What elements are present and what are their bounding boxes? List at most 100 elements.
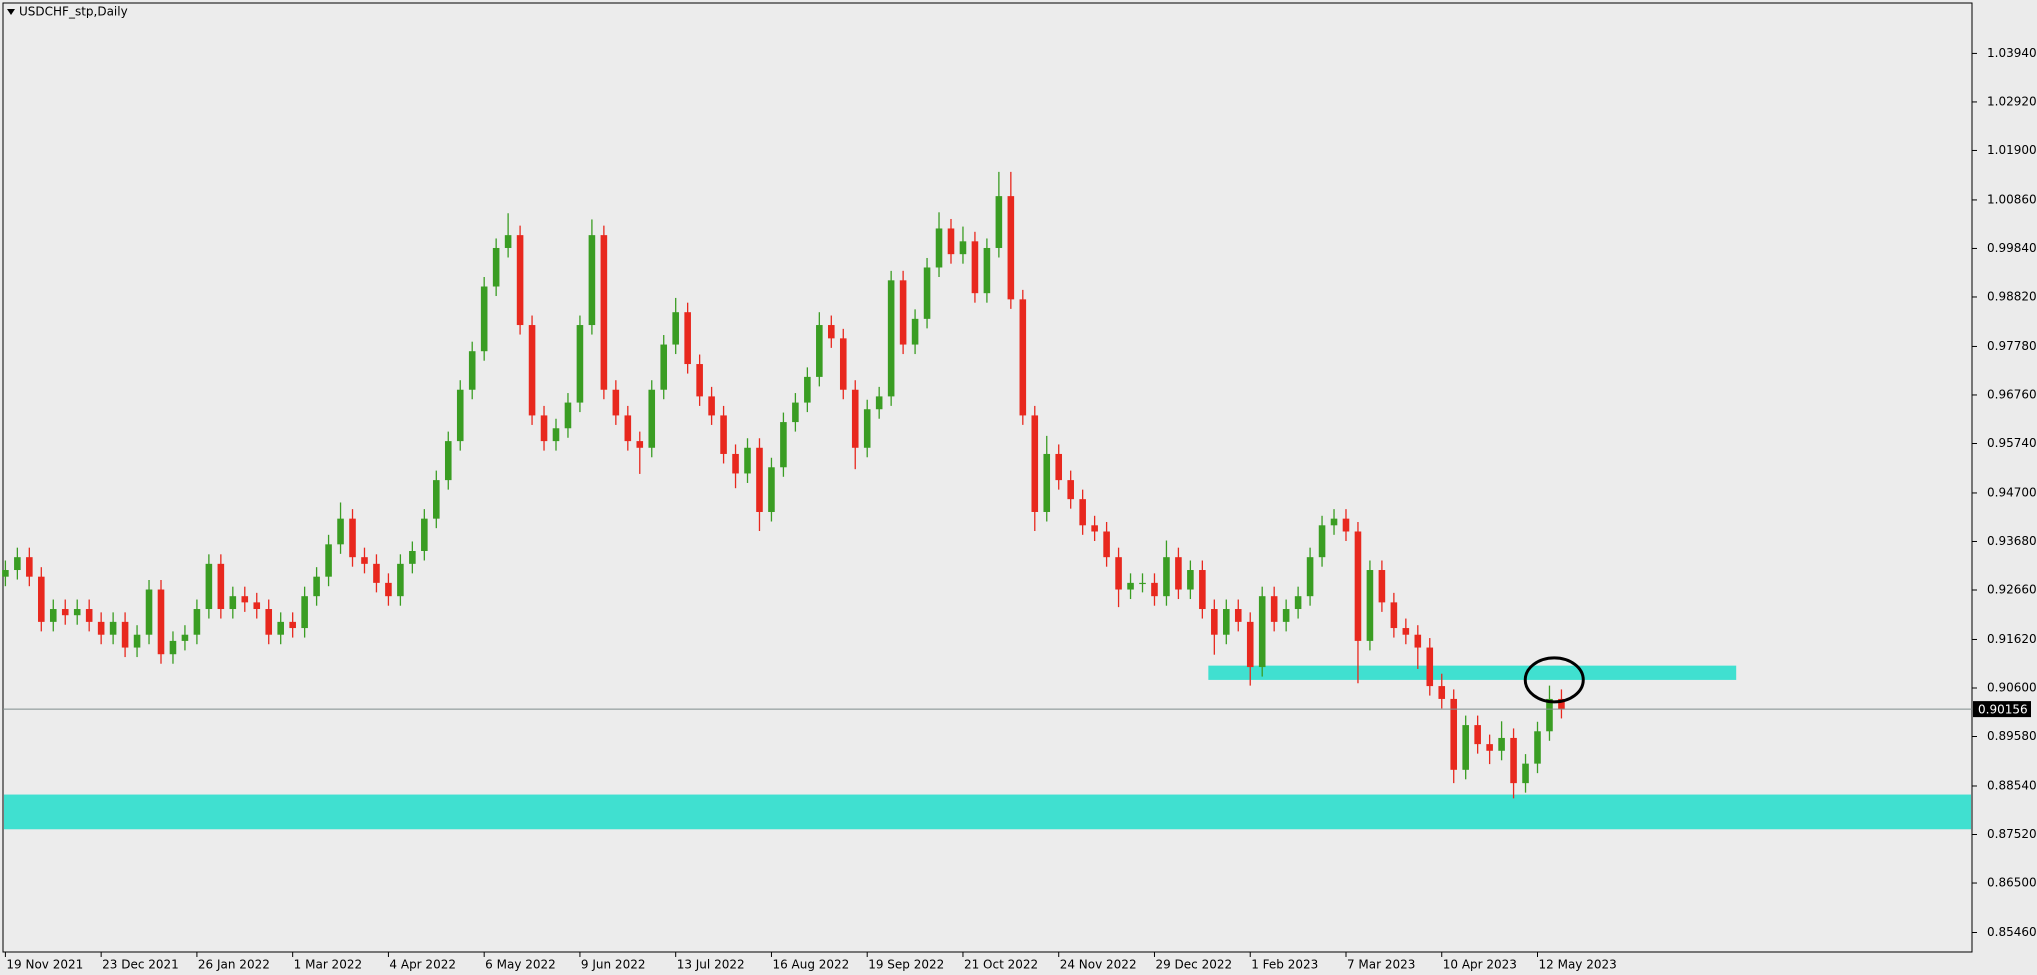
candle-body — [337, 518, 344, 545]
candle-body — [923, 267, 931, 319]
candle-body — [14, 557, 21, 571]
candle-body — [1318, 525, 1326, 558]
candle-body — [145, 589, 153, 635]
candle-body — [1306, 557, 1314, 597]
candle-body — [1294, 596, 1302, 610]
candle-body — [732, 453, 739, 474]
y-tick-label: 0.96760 — [1987, 387, 2037, 401]
x-tick-label: 19 Sep 2022 — [868, 958, 944, 972]
y-tick-label: 0.89580 — [1987, 729, 2037, 743]
candle-body — [1115, 557, 1122, 590]
candle-body — [289, 621, 296, 629]
x-tick-label: 9 Jun 2022 — [581, 958, 646, 972]
x-tick-label: 23 Dec 2021 — [102, 958, 179, 972]
y-tick-label: 1.02920 — [1987, 94, 2037, 108]
x-tick-label: 26 Jan 2022 — [198, 958, 270, 972]
candle-body — [1354, 531, 1362, 641]
candle-body — [1246, 621, 1254, 668]
candle-body — [552, 428, 560, 442]
candle-body — [1486, 744, 1493, 751]
x-tick-label: 24 Nov 2022 — [1060, 958, 1137, 972]
candle-body — [1163, 557, 1170, 597]
candle-body — [863, 409, 871, 448]
candle-body — [875, 396, 883, 410]
candle-body — [277, 621, 284, 635]
candle-body — [2, 570, 9, 577]
candle-body — [1019, 299, 1027, 416]
candle-body — [1498, 737, 1505, 751]
candle-body — [456, 389, 464, 442]
candle-body — [1438, 686, 1446, 699]
candle-body — [169, 640, 177, 655]
candle-body — [1091, 525, 1098, 532]
candle-body — [816, 325, 823, 377]
candle-body — [1402, 628, 1410, 635]
candle-body — [768, 467, 775, 512]
candle-body — [887, 280, 895, 397]
candle-body — [839, 338, 847, 390]
menu-triangle[interactable] — [7, 9, 15, 15]
candle-body — [1534, 731, 1541, 764]
candle-body — [1474, 725, 1481, 745]
candle-body — [349, 518, 356, 558]
candle-body — [313, 576, 320, 597]
y-tick-label: 1.00860 — [1987, 192, 2037, 206]
x-tick-label: 10 Apr 2023 — [1443, 958, 1517, 972]
x-tick-label: 12 May 2023 — [1539, 958, 1617, 972]
candle-body — [1031, 415, 1039, 512]
candle-body — [157, 589, 165, 655]
x-tick-label: 4 Apr 2022 — [389, 958, 456, 972]
candle-body — [588, 235, 596, 326]
candle-body — [1330, 518, 1338, 526]
candle-body — [109, 621, 117, 635]
candle-body — [241, 596, 249, 603]
candle-body — [193, 609, 201, 635]
candle-body — [528, 325, 536, 416]
plot-layer — [2, 171, 1972, 830]
candle-body — [660, 344, 668, 390]
candle-body — [911, 318, 919, 345]
candle-body — [1139, 582, 1146, 585]
x-tick-label: 1 Feb 2023 — [1251, 958, 1318, 972]
candle-body — [265, 609, 273, 635]
candle-body — [1079, 499, 1086, 526]
candle-body — [995, 196, 1003, 248]
x-tick-label: 1 Mar 2022 — [294, 958, 362, 972]
last-price-box — [1973, 701, 2031, 718]
candle-body — [1199, 570, 1206, 610]
candle-body — [97, 621, 105, 635]
y-tick-label: 0.92660 — [1987, 583, 2037, 597]
candle-body — [1175, 557, 1182, 590]
candle-body — [361, 557, 368, 564]
x-tick-label: 7 Mar 2023 — [1347, 958, 1415, 972]
y-tick-label: 0.97780 — [1987, 339, 2037, 353]
candle-body — [516, 235, 524, 326]
candle-body — [1223, 609, 1230, 635]
candle-body — [397, 563, 404, 597]
y-tick-label: 0.91620 — [1987, 632, 2037, 646]
zone — [1208, 665, 1737, 680]
y-tick-label: 0.86500 — [1987, 876, 2037, 890]
candle-body — [1414, 634, 1422, 648]
last-price-label: 0.90156 — [1978, 703, 2028, 717]
x-tick-label: 16 Aug 2022 — [772, 958, 849, 972]
candle-body — [899, 280, 907, 345]
candle-body — [600, 235, 608, 390]
candle-body — [576, 325, 584, 403]
candle-body — [217, 563, 225, 610]
candle-body — [1258, 596, 1266, 668]
candle-body — [38, 576, 45, 622]
candle-body — [373, 563, 380, 583]
candle-body — [26, 557, 33, 577]
highlight-ellipse — [1523, 656, 1585, 704]
y-tick-label: 0.99840 — [1987, 241, 2037, 255]
candle-body — [121, 621, 129, 648]
chart-title: USDCHF_stp,Daily — [19, 5, 128, 19]
candle-body — [1462, 725, 1469, 770]
candle-body — [696, 364, 703, 397]
candle-body — [1558, 698, 1565, 709]
candle-body — [133, 634, 141, 648]
x-tick-label: 29 Dec 2022 — [1155, 958, 1232, 972]
candle-body — [624, 415, 632, 442]
